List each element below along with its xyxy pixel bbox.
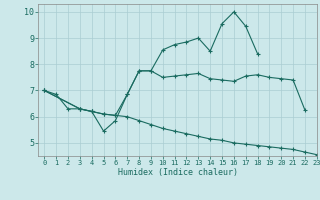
X-axis label: Humidex (Indice chaleur): Humidex (Indice chaleur) bbox=[118, 168, 238, 177]
